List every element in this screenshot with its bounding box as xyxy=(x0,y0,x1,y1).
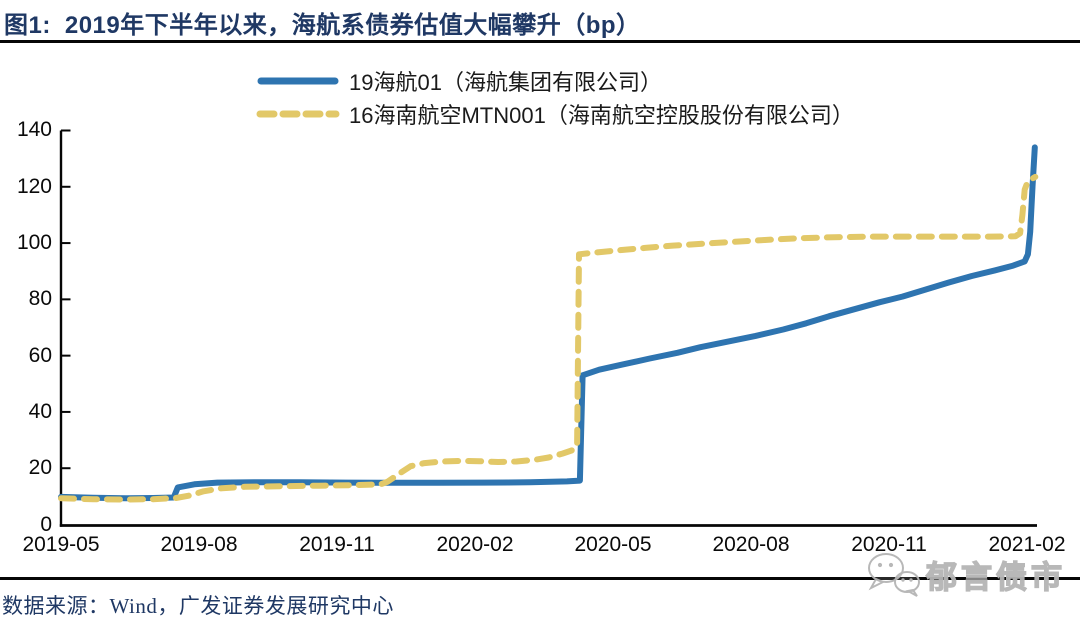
series-line-19hna01 xyxy=(58,144,1038,502)
x-tick-label: 2020-11 xyxy=(851,533,927,556)
y-tick-label: 20 xyxy=(28,456,52,480)
watermark: 郁言债市 xyxy=(862,549,1066,599)
x-tick-label: 2019-08 xyxy=(160,533,238,556)
watermark-label: 郁言债市 xyxy=(925,559,1066,595)
x-tick-label: 2021-02 xyxy=(988,533,1066,556)
title-divider xyxy=(0,40,1080,43)
series-line-16mtn001 xyxy=(58,173,1039,503)
chart-legend: 19海航01（海航集团有限公司） 16海南航空MTN001（海南航空控股股份有限… xyxy=(256,67,854,128)
y-tick-label: 0 xyxy=(40,512,52,536)
source-note: 数据来源：Wind，广发证券发展研究中心 xyxy=(2,594,394,618)
legend-item-16mtn001: 16海南航空MTN001（海南航空控股股份有限公司） xyxy=(256,100,854,128)
x-tick-label: 2020-05 xyxy=(574,533,652,556)
dashed-line-swatch-icon xyxy=(256,110,340,118)
y-tick-label: 80 xyxy=(28,287,52,311)
y-tick-label: 120 xyxy=(16,174,52,198)
y-tick-label: 60 xyxy=(28,343,52,367)
x-tick-label: 2020-02 xyxy=(436,533,514,556)
y-tick-label: 100 xyxy=(16,231,52,255)
legend-item-19hna01: 19海航01（海航集团有限公司） xyxy=(256,67,854,95)
y-tick-label: 40 xyxy=(28,399,52,423)
figure-title-text: 2019年下半年以来，海航系债券估值大幅攀升（bp） xyxy=(64,12,641,39)
x-tick-label: 2019-05 xyxy=(22,533,100,556)
x-tick-label: 2019-11 xyxy=(299,533,375,556)
figure-title: 图1: 2019年下半年以来，海航系债券估值大幅攀升（bp） xyxy=(4,5,1064,40)
wechat-icon xyxy=(868,553,920,597)
x-tick-label: 2020-08 xyxy=(712,533,790,556)
legend-label-19hna01: 19海航01（海航集团有限公司） xyxy=(349,70,662,95)
solid-line-swatch-icon xyxy=(257,77,339,85)
footer-divider xyxy=(0,577,1080,580)
figure-number-label: 图1: xyxy=(4,12,51,39)
legend-label-16mtn001: 16海南航空MTN001（海南航空控股股份有限公司） xyxy=(349,103,854,128)
y-tick-label: 140 xyxy=(16,118,52,142)
